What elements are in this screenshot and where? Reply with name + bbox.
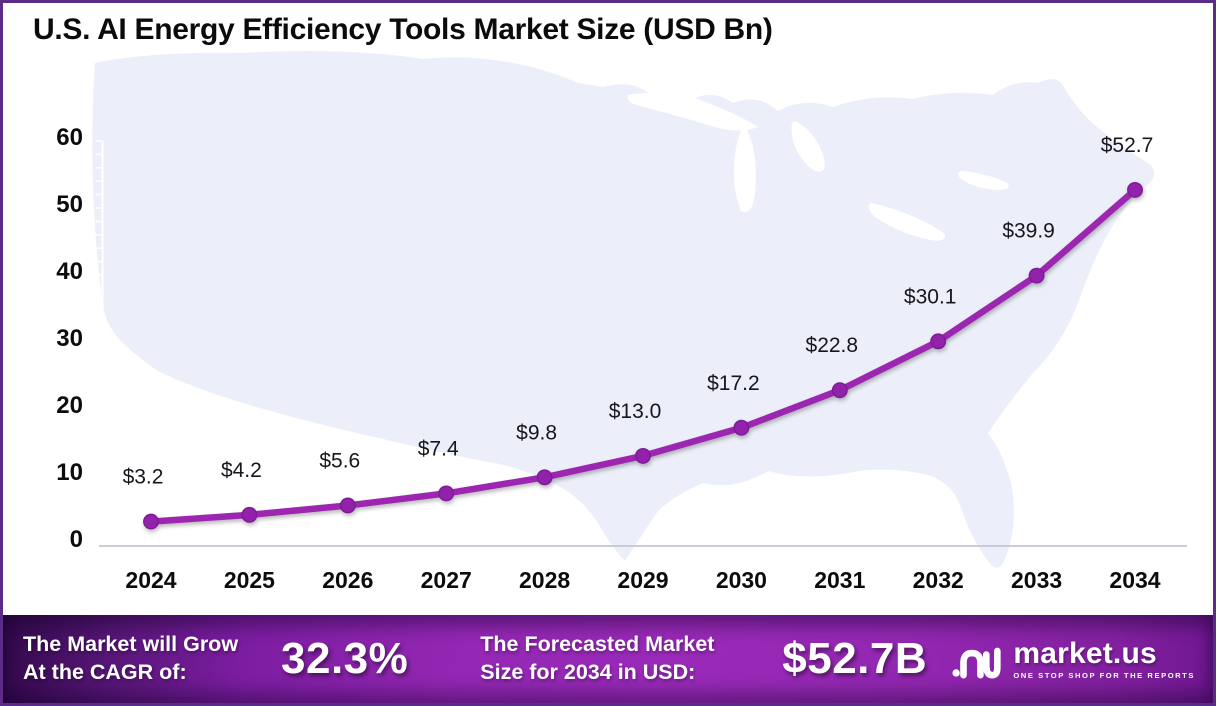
x-tick-label: 2031	[814, 567, 865, 593]
data-point-marker	[536, 469, 553, 486]
data-label: $30.1	[904, 285, 957, 308]
data-point-marker	[733, 419, 750, 436]
x-tick-label: 2029	[617, 567, 668, 593]
data-point-marker	[1028, 267, 1045, 284]
data-point-marker	[143, 513, 159, 530]
data-label: $52.7	[1101, 134, 1154, 157]
y-tick-label: 40	[56, 258, 83, 285]
usa-map-silhouette	[92, 51, 1155, 568]
line-chart: $3.2 $4.2 $5.6 $7.4 $9.8 $13.0 $17.2 $22.8 $30.1…	[56, 51, 1187, 593]
data-label: $9.8	[516, 421, 557, 444]
great-lakes	[627, 92, 1009, 241]
forecast-label-line1: The Forecasted Market	[480, 632, 715, 657]
y-tick-label: 30	[56, 325, 83, 352]
marketus-logo-icon	[952, 647, 1001, 679]
data-point-marker	[241, 506, 258, 523]
y-tick-label: 20	[56, 392, 83, 419]
cagr-value: 32.3%	[281, 634, 409, 683]
data-point-marker	[831, 382, 848, 399]
data-labels: $3.2 $4.2 $5.6 $7.4 $9.8 $13.0 $17.2 $22.8 $30.1…	[123, 134, 1154, 489]
cagr-label-line2: At the CAGR of:	[23, 660, 187, 684]
y-tick-label: 0	[70, 526, 83, 553]
forecast-label-line2: Size for 2034 in USD:	[480, 660, 696, 684]
data-point-marker	[339, 497, 356, 514]
x-tick-label: 2025	[224, 567, 275, 593]
y-axis-labels: 0 10 20 30 40 50 60	[56, 124, 83, 553]
marketus-logo-text: market.us ONE STOP SHOP FOR THE REPORTS	[1013, 636, 1195, 680]
page-title: U.S. AI Energy Efficiency Tools Market S…	[33, 13, 773, 46]
series-line	[143, 181, 1143, 530]
data-label: $5.6	[319, 449, 360, 472]
marketus-logo: market.us ONE STOP SHOP FOR THE REPORTS	[951, 637, 1195, 681]
data-label: $17.2	[707, 372, 760, 395]
x-tick-label: 2033	[1011, 567, 1062, 593]
data-label: $7.4	[418, 437, 459, 460]
y-tick-label: 10	[56, 459, 83, 486]
x-tick-label: 2028	[519, 567, 570, 593]
data-label: $39.9	[1002, 220, 1055, 243]
data-point-marker	[1127, 181, 1143, 198]
y-tick-label: 60	[56, 124, 83, 151]
data-label: $3.2	[123, 466, 164, 489]
x-tick-label: 2027	[421, 567, 472, 593]
data-label: $22.8	[806, 334, 859, 357]
x-tick-label: 2026	[322, 567, 373, 593]
data-point-marker	[438, 485, 455, 502]
cagr-label: The Market will Grow At the CAGR of:	[23, 631, 275, 686]
footer-banner: The Market will Grow At the CAGR of: 32.…	[3, 615, 1213, 703]
logo-tagline: ONE STOP SHOP FOR THE REPORTS	[1013, 670, 1195, 680]
x-tick-label: 2034	[1109, 567, 1160, 593]
data-label: $4.2	[221, 459, 262, 482]
cagr-label-line1: The Market will Grow	[23, 632, 239, 657]
data-label: $13.0	[609, 400, 662, 423]
logo-name: market.us	[1013, 636, 1157, 670]
data-point-marker	[635, 447, 651, 464]
x-axis-labels: 2024 2025 2026 2027 2028 2029 2030 2031 2032 2033…	[125, 567, 1160, 593]
x-tick-label: 2030	[716, 567, 767, 593]
data-point-marker	[930, 333, 947, 350]
y-tick-label: 50	[56, 191, 83, 218]
x-tick-label: 2024	[125, 567, 176, 593]
y-axis-minor-ticks	[95, 140, 104, 544]
x-tick-label: 2032	[913, 567, 964, 593]
forecast-value: $52.7B	[782, 634, 928, 683]
forecast-label: The Forecasted Market Size for 2034 in U…	[480, 631, 756, 686]
